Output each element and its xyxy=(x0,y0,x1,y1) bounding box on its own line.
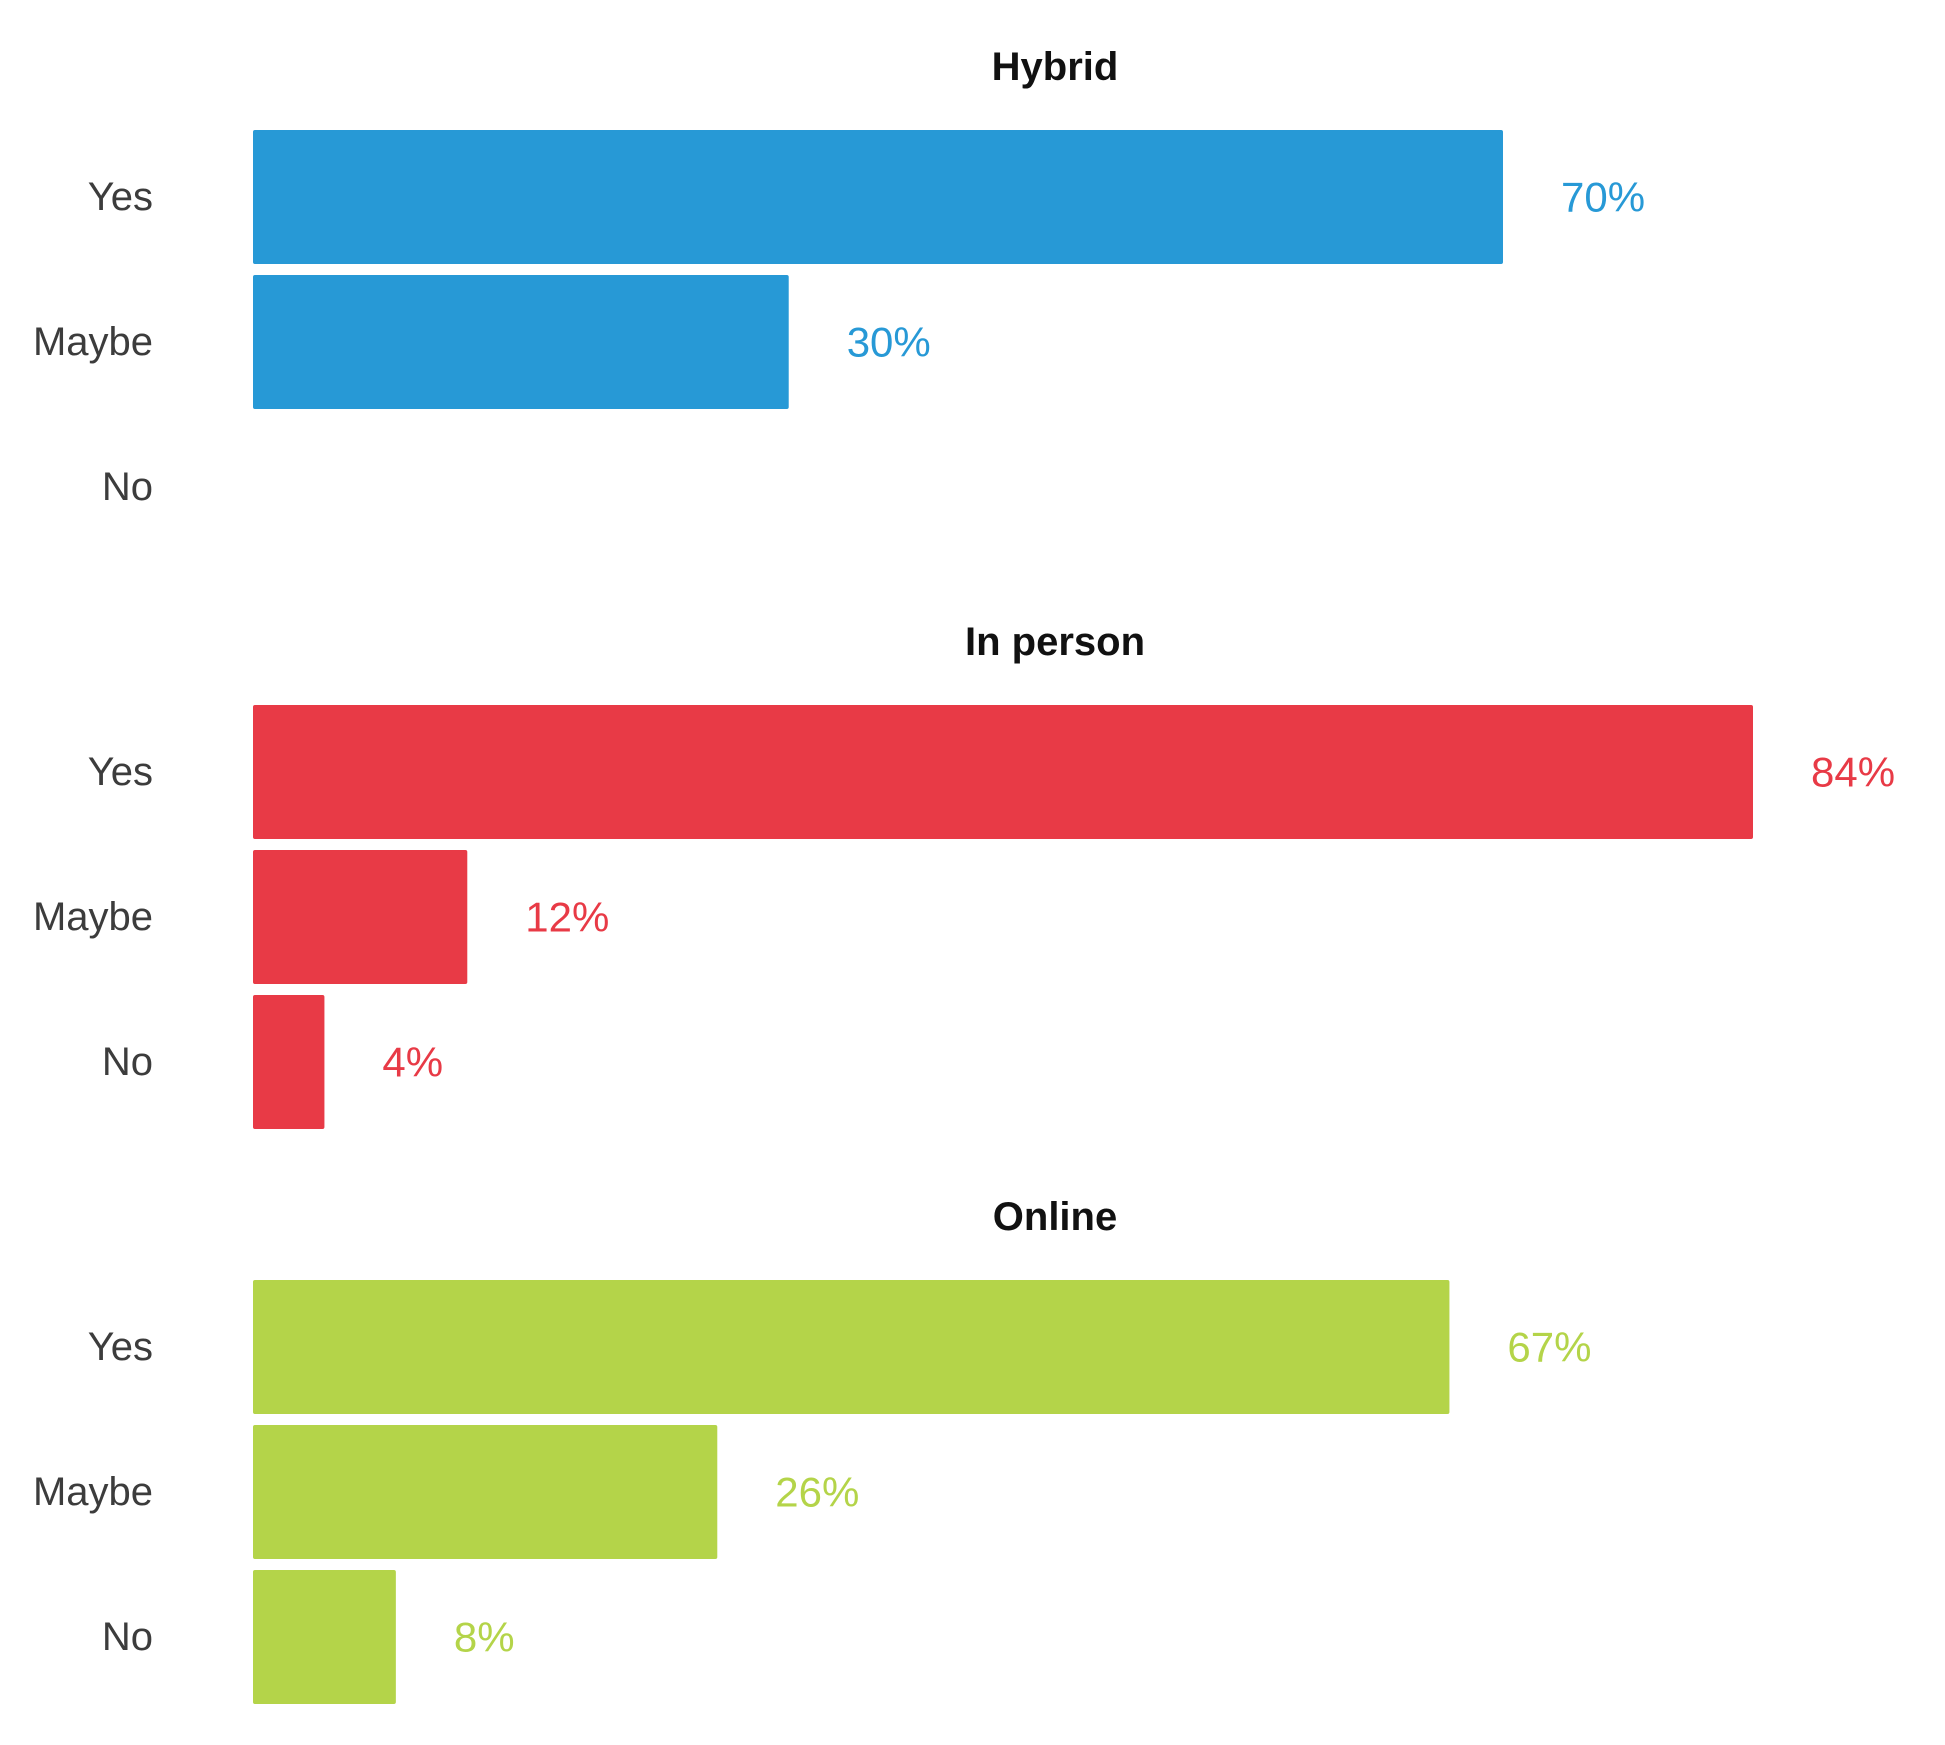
bar-maybe xyxy=(253,1425,718,1559)
bar-yes xyxy=(253,1280,1450,1414)
value-label: 8% xyxy=(454,1614,515,1661)
bar-no xyxy=(253,1570,396,1704)
bar-yes xyxy=(253,130,1503,264)
value-label: 26% xyxy=(775,1469,859,1516)
panel-title: In person xyxy=(965,620,1145,664)
category-label: Yes xyxy=(88,1325,153,1369)
category-label: No xyxy=(102,465,153,509)
value-label: 12% xyxy=(525,894,609,941)
value-label: 4% xyxy=(382,1039,443,1086)
panel-title: Online xyxy=(993,1195,1117,1239)
value-label: 30% xyxy=(847,319,931,366)
bar-maybe xyxy=(253,275,789,409)
value-label: 84% xyxy=(1811,749,1895,796)
category-label: Maybe xyxy=(33,895,153,939)
category-label: Maybe xyxy=(33,1470,153,1514)
value-label: 70% xyxy=(1561,174,1645,221)
category-label: Yes xyxy=(88,175,153,219)
panel-title: Hybrid xyxy=(992,45,1119,89)
category-label: Maybe xyxy=(33,320,153,364)
bar-no xyxy=(253,995,325,1129)
bar-yes xyxy=(253,705,1753,839)
category-label: No xyxy=(102,1040,153,1084)
bar-maybe xyxy=(253,850,468,984)
category-label: Yes xyxy=(88,750,153,794)
value-label: 67% xyxy=(1507,1324,1591,1371)
category-label: No xyxy=(102,1615,153,1659)
